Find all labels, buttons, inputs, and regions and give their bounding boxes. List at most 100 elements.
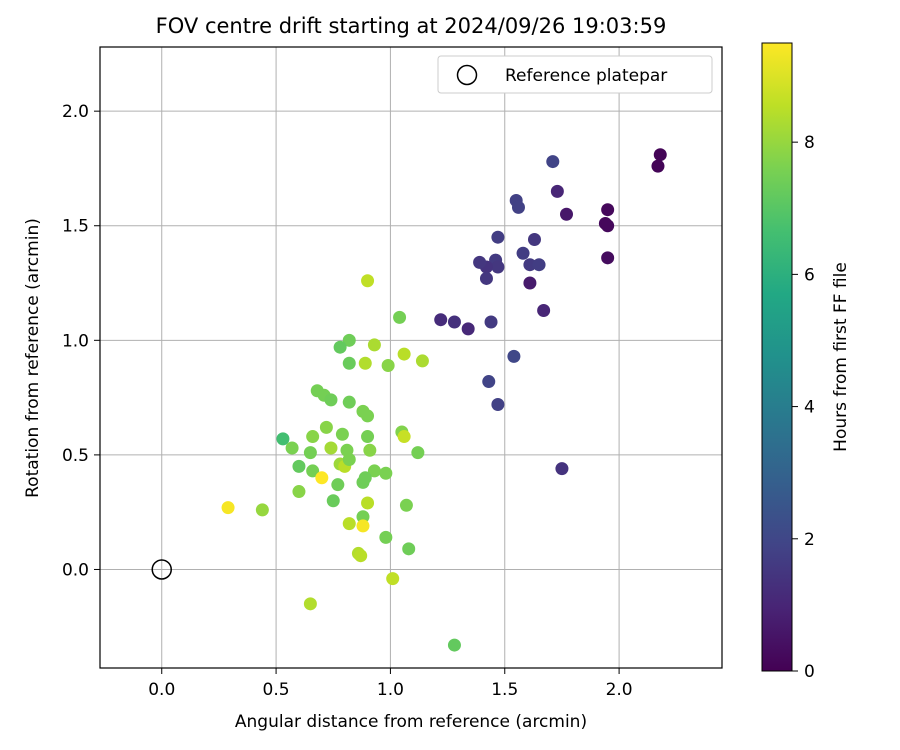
data-point [292,485,306,499]
data-point [393,310,407,324]
y-tick-label: 1.5 [62,217,89,237]
data-point [397,347,411,361]
data-point [601,203,615,217]
colorbar-tick-label: 0 [804,662,815,682]
data-point [523,276,537,290]
data-point [324,393,338,407]
colorbar-tick-label: 6 [804,265,815,285]
data-point [285,441,299,455]
colorbar-tick-label: 2 [804,530,815,550]
data-point [358,356,372,370]
data-point [255,503,269,517]
data-point [303,446,317,460]
data-point [447,638,461,652]
data-point [342,452,356,466]
x-tick-label: 0.5 [263,680,290,700]
data-point [361,430,375,444]
data-point [276,432,290,446]
x-tick-label: 2.0 [606,680,633,700]
legend: Reference platepar [437,55,713,94]
data-point [434,313,448,327]
data-point [386,572,400,586]
data-point [537,304,551,318]
legend-box [437,55,713,94]
data-point [601,219,615,233]
data-point [402,542,416,556]
colorbar-tick-label: 8 [804,133,815,153]
data-point [326,494,340,508]
data-point [511,200,525,214]
colorbar-gradient [761,42,793,672]
data-point [335,427,349,441]
y-axis-label: Rotation from reference (arcmin) [23,218,43,498]
data-point [447,315,461,329]
data-point [361,496,375,510]
plot-area-frame [99,46,723,669]
y-tick-label: 0.0 [62,560,89,580]
data-point [601,251,615,265]
grid-lines [100,47,722,668]
colorbar-label: Hours from first FF file [831,262,851,452]
data-point [356,510,370,524]
colorbar: 0 2 4 6 8 Hours from first FF file [761,42,851,682]
y-tick-label: 2.0 [62,102,89,122]
data-point [473,255,487,269]
data-point [415,354,429,368]
data-point [367,338,381,352]
data-point [491,260,505,274]
scatter-series [221,148,667,652]
data-point [507,349,521,363]
x-axis-label: Angular distance from reference (arcmin) [235,712,587,732]
data-point [306,430,320,444]
chart-title: FOV centre drift starting at 2024/09/26 … [156,14,667,38]
y-tick-label: 1.0 [62,331,89,351]
x-tick-label: 0.0 [148,680,175,700]
data-point [306,464,320,478]
data-point [491,397,505,411]
x-tick-label: 1.5 [491,680,518,700]
data-point [361,274,375,288]
data-point [381,359,395,373]
data-point [333,340,347,354]
data-point [479,271,493,285]
data-point [292,459,306,473]
data-point [516,246,530,260]
data-point [651,159,665,173]
data-point [523,258,537,272]
data-point [379,466,393,480]
y-axis-ticks: 0.0 0.5 1.0 1.5 2.0 [62,102,100,580]
data-point [356,519,370,533]
data-point [221,501,235,515]
data-point [653,148,667,162]
data-point [484,315,498,329]
data-point [527,232,541,246]
data-point [411,446,425,460]
colorbar-ticks: 0 2 4 6 8 [792,133,815,682]
data-point [546,155,560,169]
data-point [354,549,368,563]
data-point [303,597,317,611]
data-point [342,395,356,409]
data-point [491,230,505,244]
data-point [358,471,372,485]
y-tick-label: 0.5 [62,446,89,466]
data-point [482,375,496,389]
data-point [324,441,338,455]
data-point [399,498,413,512]
data-point [550,184,564,198]
legend-reference-marker [456,64,478,86]
data-point [342,517,356,531]
data-point [397,430,411,444]
data-point [367,464,381,478]
data-point [342,356,356,370]
data-point [532,258,546,272]
legend-reference-label: Reference platepar [505,66,667,86]
data-point [319,420,333,434]
colorbar-tick-label: 4 [804,398,815,418]
data-point [331,478,345,492]
data-point [461,322,475,336]
data-point [363,443,377,457]
data-point [315,471,329,485]
data-point [555,462,569,476]
